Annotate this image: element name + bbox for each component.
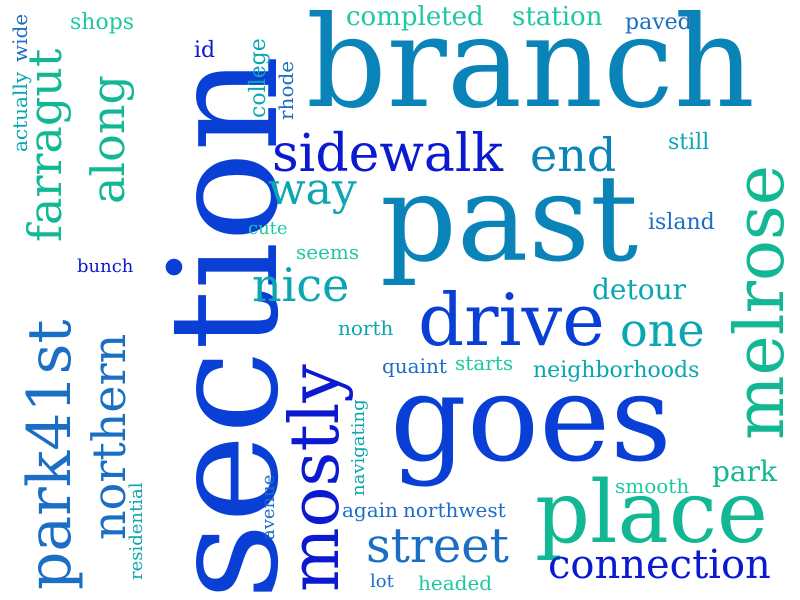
cloud-word-park: park	[712, 455, 777, 488]
cloud-word-college: college	[246, 38, 271, 118]
cloud-word-mostly: mostly	[276, 364, 355, 592]
cloud-word-goes: goes	[390, 350, 672, 489]
cloud-word-along: along	[81, 75, 135, 204]
cloud-word-end: end	[530, 128, 617, 182]
cloud-word-street: street	[366, 518, 509, 574]
cloud-word-drive: drive	[418, 278, 605, 362]
cloud-word-branch: branch	[306, 0, 755, 136]
cloud-word-island: island	[648, 210, 715, 235]
cloud-word-melrose: melrose	[721, 164, 800, 440]
cloud-word-northwest: northwest	[403, 498, 506, 522]
cloud-word-past: past	[380, 150, 639, 289]
cloud-word-headed: headed	[418, 571, 493, 595]
cloud-word-again: again	[342, 498, 398, 522]
cloud-word-way: way	[268, 164, 357, 215]
cloud-word-north: north	[338, 316, 394, 340]
cloud-word-completed: completed	[346, 2, 484, 32]
cloud-word-residential: residential	[126, 482, 147, 581]
cloud-word-detour: detour	[592, 273, 687, 306]
cloud-word-actually: actually	[8, 71, 32, 152]
cloud-word-neighborhoods: neighborhoods	[533, 358, 700, 383]
cloud-word-lot: lot	[370, 571, 394, 592]
cloud-word-shops: shops	[70, 10, 135, 35]
cloud-word-id: id	[194, 38, 216, 63]
cloud-word-bunch: bunch	[77, 256, 134, 277]
cloud-word-smooth: smooth	[615, 474, 690, 498]
cloud-word-avenue: avenue	[258, 474, 279, 540]
cloud-word-starts: starts	[455, 351, 514, 375]
cloud-word-cute: cute	[248, 218, 288, 239]
cloud-word-place: place	[535, 463, 768, 563]
cloud-word-sidewalk: sidewalk	[272, 124, 504, 184]
cloud-word-paved: paved	[625, 10, 692, 35]
cloud-word-navigating: navigating	[348, 399, 369, 496]
cloud-word-wide: wide	[8, 13, 32, 62]
cloud-word-seems: seems	[296, 240, 360, 264]
cloud-word-park41st: park41st	[15, 319, 85, 590]
cloud-word-rhode: rhode	[274, 60, 298, 120]
cloud-word-one: one	[620, 303, 705, 357]
cloud-word-station: station	[512, 2, 603, 32]
cloud-word-nice: nice	[252, 258, 350, 312]
cloud-word-quaint: quaint	[382, 354, 447, 378]
cloud-word-still: still	[668, 130, 710, 155]
cloud-word-connection: connection	[548, 542, 771, 588]
